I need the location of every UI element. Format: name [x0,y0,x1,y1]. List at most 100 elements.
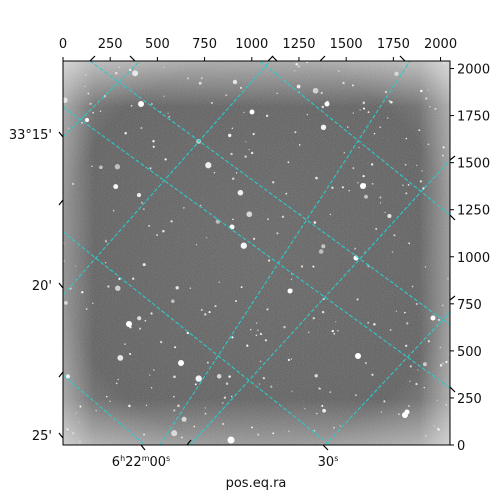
star [420,89,423,93]
star [316,412,318,415]
world-tick-mark [89,55,96,62]
star [442,154,444,157]
x-tick-label: 1750 [377,37,410,52]
star [419,180,423,183]
star [297,65,300,68]
star [321,310,325,314]
star [394,71,399,76]
star [124,343,126,345]
star [253,237,256,240]
star [181,416,187,422]
star [171,299,175,303]
star [63,66,66,69]
star [329,213,332,216]
star [255,334,258,337]
star [124,131,127,135]
star [213,171,216,174]
star [373,323,376,326]
star [331,329,334,333]
bright-star [138,101,144,107]
star [173,375,176,379]
star [445,404,448,406]
star [367,111,370,113]
star [250,426,253,429]
x-tick-label: 750 [192,37,217,52]
x-tick-label: 1500 [330,37,363,52]
star [231,177,235,180]
y-tick-label: 1500 [457,157,490,172]
star [136,193,142,198]
star [151,103,153,105]
star [259,332,263,336]
world-tick-mark [449,214,456,221]
star [447,278,449,280]
star [150,312,153,315]
star [370,163,374,166]
star [115,382,118,385]
star [152,139,155,143]
star [240,242,247,249]
grid-line [159,61,411,445]
star [173,409,176,412]
star [107,285,110,288]
y-tick-label: 500 [457,345,482,360]
star [95,409,97,412]
x-tick-label: 1250 [282,37,315,52]
star [402,64,405,67]
star [443,62,445,65]
star [99,165,103,170]
star [69,287,72,290]
star [264,339,267,342]
star [276,232,279,235]
star [395,310,398,312]
star [306,113,308,116]
star [409,365,412,368]
star [104,261,107,264]
star [181,436,183,439]
star [164,158,167,161]
star [407,184,410,186]
star [352,167,355,170]
star [437,427,439,430]
star [170,220,173,223]
star [114,164,121,170]
star [257,329,259,332]
star [265,114,269,118]
star [140,201,143,204]
grid-line [63,61,271,296]
star [218,281,220,283]
star [404,311,406,314]
star [183,207,185,209]
star [371,182,374,185]
star [200,76,204,80]
x-tick-label: 500 [145,37,170,52]
star [434,107,437,110]
star [74,265,77,267]
star [427,89,430,91]
world-tick-mark [322,444,329,451]
star [89,102,92,105]
star [445,360,448,364]
star [244,155,247,158]
star [437,318,440,321]
star [276,92,278,95]
dec-tick-label-20: 20' [32,279,52,294]
star [105,395,108,398]
star [208,311,211,314]
star [290,278,293,280]
y-tick-label: 250 [457,392,482,407]
star [389,328,392,331]
star [283,325,286,329]
bright-star [249,109,255,115]
star [281,215,285,218]
bright-star [430,315,436,321]
star [442,146,445,149]
star [270,385,273,388]
star [132,277,135,280]
grid-line [63,106,450,389]
star [290,358,293,360]
star [143,208,145,210]
star [429,105,431,108]
star [84,74,87,76]
star [357,182,359,184]
